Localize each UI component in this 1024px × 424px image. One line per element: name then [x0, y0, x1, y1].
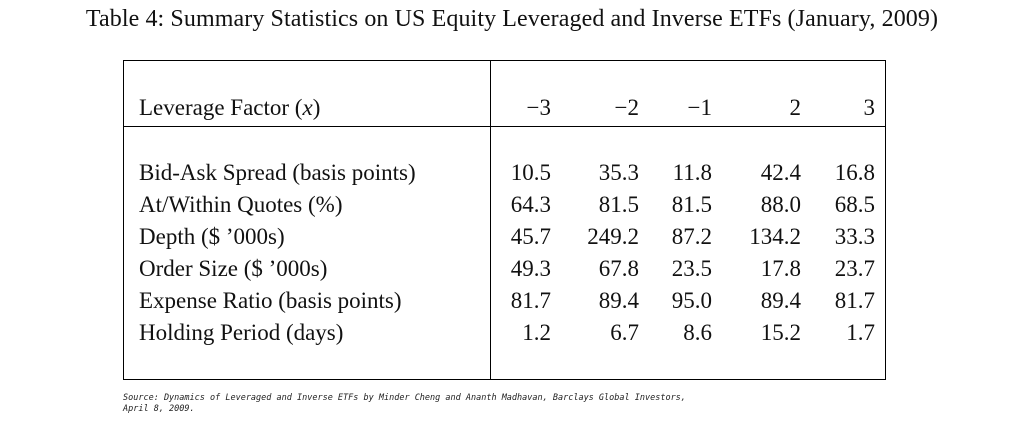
header-col-neg2: −2 — [614, 95, 639, 120]
header-col-2: 2 — [789, 95, 802, 120]
table-cell: 10.5 — [510, 160, 551, 185]
table-cell: 1.2 — [522, 320, 551, 345]
source-note: Source: Dynamics of Leveraged and Invers… — [123, 393, 763, 415]
table-cell: 16.8 — [834, 160, 875, 185]
table-cell: 49.3 — [510, 256, 551, 281]
table-cell: 95.0 — [671, 288, 712, 313]
table-cell: 64.3 — [510, 192, 551, 217]
table-cell: 11.8 — [672, 160, 712, 185]
row-label-depth: Depth ($ ’000s) — [139, 224, 285, 249]
table-cell: 45.7 — [510, 224, 551, 249]
table-cell: 89.4 — [760, 288, 801, 313]
table-cell: 23.7 — [834, 256, 875, 281]
source-line: Source: Dynamics of Leveraged and Invers… — [123, 393, 686, 403]
table-cell: 87.2 — [671, 224, 712, 249]
table-cell: 23.5 — [671, 256, 712, 281]
table-cell: 6.7 — [610, 320, 639, 345]
table-cell: 42.4 — [760, 160, 801, 185]
row-label-bid-ask: Bid-Ask Spread (basis points) — [139, 160, 416, 185]
table-cell: 17.8 — [760, 256, 801, 281]
table-cell: 8.6 — [683, 320, 712, 345]
table-cell: 81.5 — [598, 192, 639, 217]
table-cell: 249.2 — [587, 224, 639, 249]
header-col-3: 3 — [863, 95, 876, 120]
header-divider — [123, 126, 886, 127]
table-cell: 33.3 — [834, 224, 875, 249]
source-line: April 8, 2009. — [123, 404, 195, 414]
table-cell: 67.8 — [598, 256, 639, 281]
table-cell: 81.5 — [671, 192, 712, 217]
table-frame — [123, 60, 886, 380]
header-col-neg1: −1 — [687, 95, 712, 120]
table-cell: 81.7 — [834, 288, 875, 313]
row-label-order-size: Order Size ($ ’000s) — [139, 256, 328, 281]
table-cell: 88.0 — [760, 192, 801, 217]
header-leverage-factor: Leverage Factor (x) — [139, 95, 321, 120]
table-cell: 134.2 — [749, 224, 801, 249]
table-cell: 89.4 — [598, 288, 639, 313]
table-cell: 35.3 — [598, 160, 639, 185]
header-col-neg3: −3 — [526, 95, 551, 120]
row-label-expense-ratio: Expense Ratio (basis points) — [139, 288, 402, 313]
row-label-quotes: At/Within Quotes (%) — [139, 192, 343, 217]
table-cell: 15.2 — [760, 320, 801, 345]
column-divider — [490, 60, 491, 380]
table-cell: 1.7 — [846, 320, 875, 345]
row-label-holding-period: Holding Period (days) — [139, 320, 344, 345]
table-cell: 81.7 — [510, 288, 551, 313]
table-cell: 68.5 — [834, 192, 875, 217]
table-caption: Table 4: Summary Statistics on US Equity… — [85, 6, 939, 32]
